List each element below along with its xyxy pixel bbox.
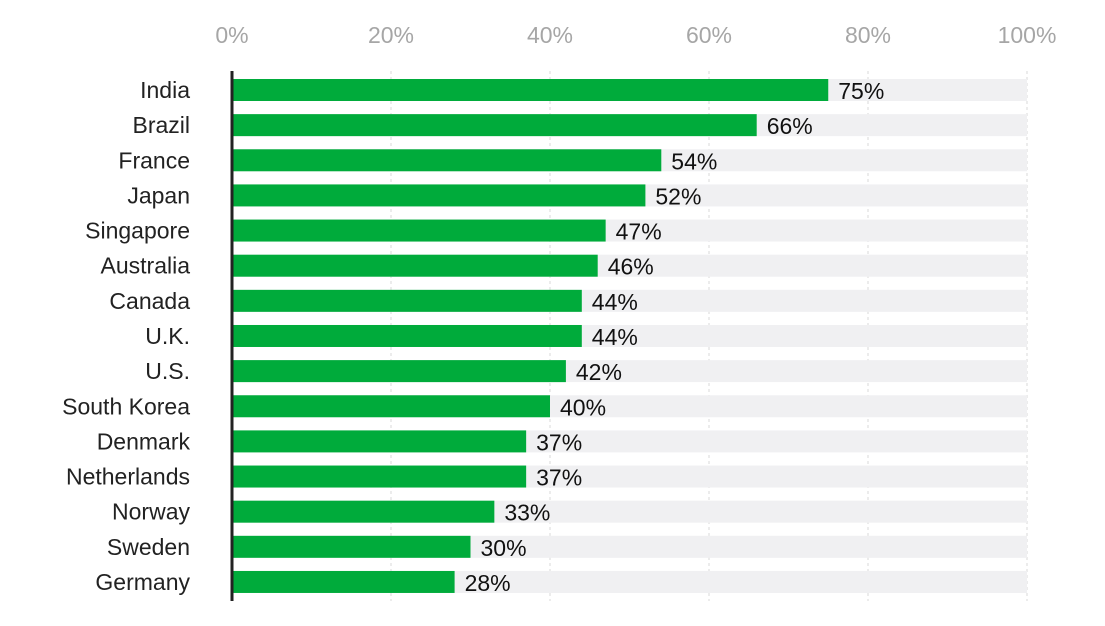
value-labels: 75% 66% 54% 52% 47% 46% 44% 44% 42% 40% 37% 37% 33% 3… <box>465 78 885 596</box>
category-label: France <box>118 147 190 173</box>
category-label: U.S. <box>145 358 190 384</box>
bar <box>232 219 606 242</box>
value-label: 28% <box>465 570 511 596</box>
category-label: South Korea <box>62 393 190 419</box>
category-label: India <box>140 77 190 103</box>
category-label: Japan <box>127 182 190 208</box>
bar <box>232 465 527 488</box>
bar <box>232 324 582 347</box>
x-axis-ticks: 0% 20% 40% 60% 80% 100% <box>215 22 1056 48</box>
x-tick-label: 60% <box>686 22 732 48</box>
value-label: 66% <box>767 113 813 139</box>
value-label: 44% <box>592 289 638 315</box>
category-labels: India Brazil France Japan Singapore Australia… <box>62 77 190 595</box>
bar <box>232 500 495 523</box>
value-label: 33% <box>504 500 550 526</box>
bar <box>232 430 527 453</box>
x-tick-label: 40% <box>527 22 573 48</box>
bar <box>232 360 566 383</box>
category-label: Sweden <box>107 534 190 560</box>
bar <box>232 289 582 312</box>
bar <box>232 535 471 558</box>
value-label: 37% <box>536 465 582 491</box>
category-label: Netherlands <box>66 464 190 490</box>
bar <box>232 79 829 101</box>
category-label: Canada <box>109 288 190 314</box>
bar <box>232 395 550 418</box>
value-label: 47% <box>616 219 662 245</box>
value-label: 75% <box>838 78 884 104</box>
value-label: 40% <box>560 394 606 420</box>
x-tick-label: 20% <box>368 22 414 48</box>
category-label: Brazil <box>132 112 190 138</box>
x-tick-label: 100% <box>998 22 1057 48</box>
bar <box>232 570 455 593</box>
x-tick-label: 80% <box>845 22 891 48</box>
value-label: 46% <box>608 254 654 280</box>
value-label: 42% <box>576 359 622 385</box>
category-label: Denmark <box>97 428 191 454</box>
category-label: Singapore <box>85 218 190 244</box>
bar <box>232 149 662 172</box>
category-label: Australia <box>101 253 191 279</box>
value-label: 54% <box>671 148 717 174</box>
value-label: 30% <box>481 535 527 561</box>
value-label: 52% <box>655 183 701 209</box>
value-label: 37% <box>536 429 582 455</box>
x-tick-label: 0% <box>215 22 248 48</box>
category-label: U.K. <box>145 323 190 349</box>
bars <box>232 79 829 593</box>
category-label: Norway <box>112 499 190 525</box>
bar <box>232 114 757 137</box>
bar <box>232 254 598 277</box>
value-label: 44% <box>592 324 638 350</box>
category-label: Germany <box>95 569 190 595</box>
bar <box>232 184 646 207</box>
